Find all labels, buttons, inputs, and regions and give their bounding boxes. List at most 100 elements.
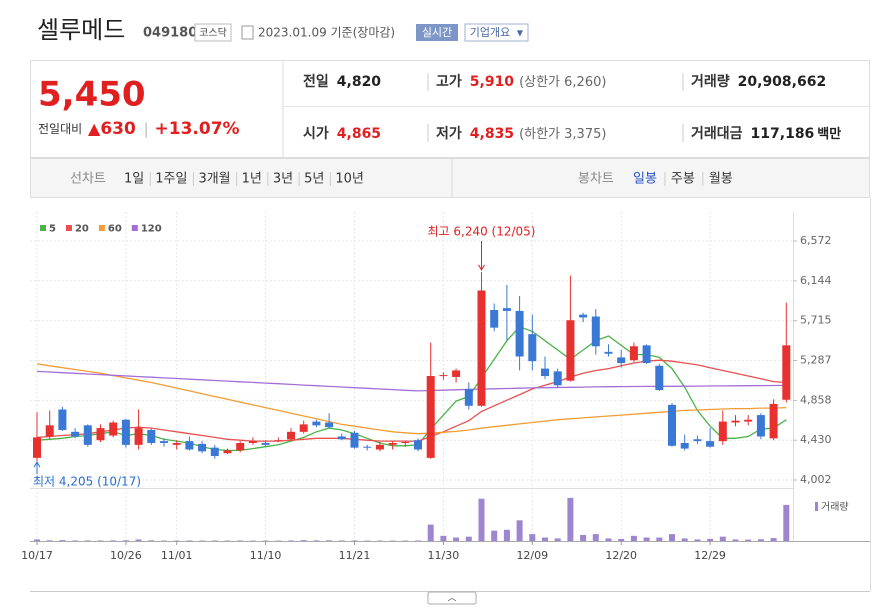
volume-bar xyxy=(148,540,155,541)
candle-body xyxy=(185,441,194,450)
volume-bar xyxy=(618,538,625,541)
tab[interactable]: 일봉 xyxy=(633,172,657,187)
up-arrow: ▲ xyxy=(88,119,101,138)
volume-bar xyxy=(84,540,91,541)
tab[interactable]: 1년 xyxy=(242,172,262,187)
candle-body xyxy=(782,345,791,400)
x-tick-label: 12/09 xyxy=(516,549,548,562)
volume-bar xyxy=(605,538,612,541)
quote-label: 전일 xyxy=(303,73,329,90)
candle-body xyxy=(33,437,41,458)
volume-bar xyxy=(465,536,472,541)
volume-bar xyxy=(732,539,739,541)
candle-body xyxy=(591,316,600,347)
tab[interactable]: 3개월 xyxy=(198,172,230,187)
candle-body xyxy=(642,345,651,364)
candle-body xyxy=(83,425,92,445)
volume-bar xyxy=(580,534,587,541)
quote-label: 거래량 xyxy=(691,74,730,90)
candle-body xyxy=(261,442,270,445)
quote-value: 4,865 xyxy=(337,126,381,142)
volume-bar xyxy=(46,540,53,541)
volume-bar xyxy=(491,530,498,541)
candle-body xyxy=(604,351,613,354)
candle-body xyxy=(274,440,283,442)
candle-body xyxy=(718,421,727,442)
candle-body xyxy=(337,436,346,440)
volume-bar xyxy=(707,538,714,541)
candle-body xyxy=(71,431,80,437)
candle-body xyxy=(668,404,676,446)
volume-bar xyxy=(135,539,142,541)
overview-button[interactable] xyxy=(464,23,529,42)
candle-body xyxy=(706,441,715,447)
quote-item: 전일 4,820 xyxy=(303,73,381,90)
volume-bar xyxy=(719,536,726,541)
volume-bar xyxy=(415,540,421,541)
volume-bar xyxy=(567,497,574,541)
dropdown-arrow[interactable]: ▼ xyxy=(517,29,524,38)
tab[interactable]: 5년 xyxy=(304,172,324,187)
moving-average-line xyxy=(36,359,787,442)
tab[interactable]: 주봉 xyxy=(671,172,695,187)
tab[interactable]: 1주일 xyxy=(155,172,187,187)
overview-label[interactable]: 기업개요 xyxy=(470,26,510,39)
candle-body xyxy=(109,422,118,436)
volume-bar xyxy=(681,538,688,541)
legend-swatch xyxy=(40,225,46,231)
quote-value: 20,908,662 xyxy=(738,74,827,90)
tabs: 선차트 1일 1주일 3개월 1년 3년 5년 10년 봉차트 일봉 주봉 월봉 xyxy=(70,172,733,187)
candle-body xyxy=(350,432,359,448)
legend-label: 120 xyxy=(141,224,162,235)
current-price: 5,450 xyxy=(38,75,146,115)
quote-note: (상한가 6,260) xyxy=(519,75,606,90)
volume-bar xyxy=(338,540,345,541)
tab[interactable]: 3년 xyxy=(273,172,293,187)
candle-body xyxy=(553,371,562,386)
legend-label: 20 xyxy=(75,224,89,235)
volume-bar xyxy=(783,504,790,541)
x-tick-label: 11/10 xyxy=(250,549,282,562)
stock-name: 셀루메드 xyxy=(37,16,125,44)
candle-body xyxy=(147,429,156,443)
candle-body xyxy=(655,365,664,390)
candle-body xyxy=(528,334,537,362)
quote-item: 거래량 20,908,662 xyxy=(691,74,826,90)
change-rate: +13.07% xyxy=(155,119,240,139)
volume-bar xyxy=(554,538,561,541)
collapse-button[interactable] xyxy=(427,591,477,605)
low-annotation: 최저 4,205 (10/17) xyxy=(33,475,141,489)
candle-body xyxy=(477,290,486,406)
volume-bar xyxy=(592,534,599,541)
realtime-button[interactable] xyxy=(416,24,458,41)
quote-value: 5,910 xyxy=(470,74,515,90)
candle-body xyxy=(223,450,232,454)
tab[interactable]: 10년 xyxy=(335,172,364,187)
candle-body xyxy=(172,442,181,445)
realtime-label[interactable]: 실시간 xyxy=(422,26,452,39)
market-badge xyxy=(194,23,232,42)
candle-body xyxy=(388,442,397,445)
candle-body xyxy=(693,439,702,442)
candle-body xyxy=(680,442,689,449)
low-arrow-head xyxy=(33,461,41,468)
y-tick-label: 5,715 xyxy=(800,314,832,327)
candle-body xyxy=(299,424,308,432)
tab[interactable]: 월봉 xyxy=(709,172,733,187)
candle-body xyxy=(45,425,54,437)
volume-bar xyxy=(211,540,218,541)
volume-bar xyxy=(300,540,307,541)
candle-body xyxy=(414,440,422,450)
tab[interactable]: 1일 xyxy=(124,172,144,187)
candle-body xyxy=(210,447,219,457)
tab-bar xyxy=(30,158,870,198)
candle-body xyxy=(756,415,765,437)
moving-average-line xyxy=(36,370,787,392)
stock-code: 049180 xyxy=(143,26,197,41)
volume-bar xyxy=(288,540,294,541)
candle-body xyxy=(769,403,778,439)
volume-bar xyxy=(122,540,129,541)
volume-bar xyxy=(313,540,320,541)
collapse-icon[interactable]: ︿ xyxy=(447,594,456,604)
quote-value: 4,820 xyxy=(337,74,382,90)
